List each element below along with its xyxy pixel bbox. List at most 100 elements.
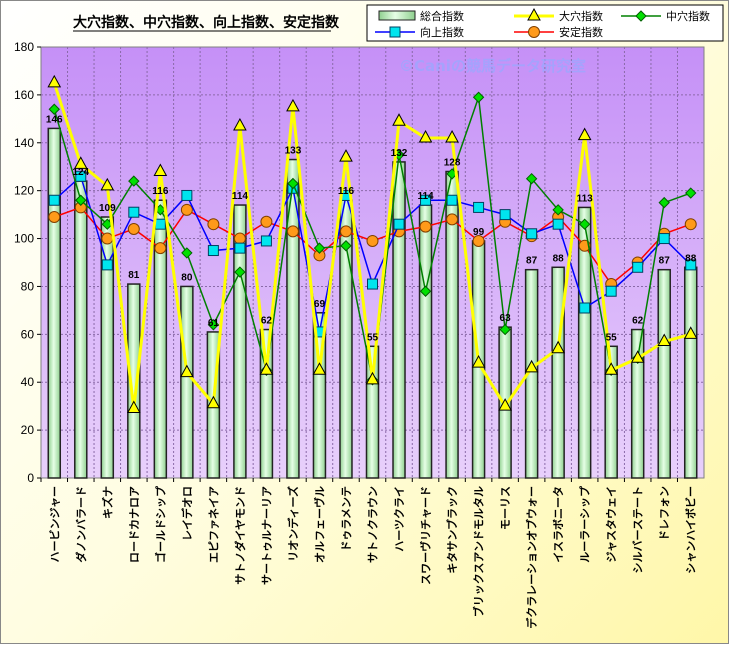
series-kojo: [48, 170, 697, 338]
point-oana: [524, 359, 539, 373]
bar-value-label: 88: [553, 253, 565, 264]
bar-value-label: 62: [632, 316, 644, 327]
bar-value-label: 128: [444, 158, 461, 169]
point-oana: [259, 362, 274, 375]
x-tick-label: オルフェーヴル: [312, 486, 326, 563]
y-tick-label: 60: [21, 327, 35, 341]
point-kojo: [128, 206, 140, 218]
bar-value-label: 87: [659, 256, 671, 267]
x-tick-label: キズナ: [100, 486, 114, 519]
point-oana: [630, 350, 645, 363]
point-kojo: [499, 209, 511, 221]
point-kojo: [420, 194, 432, 206]
x-tick-label: ハーツクライ: [393, 486, 406, 552]
x-tick-label: レイデオロ: [180, 486, 194, 541]
point-kojo: [446, 194, 458, 206]
point-chuana: [552, 204, 564, 216]
point-chuana: [75, 194, 87, 206]
legend-label-oana: 大穴指数: [559, 9, 603, 23]
point-antei: [472, 234, 485, 247]
point-kojo: [393, 218, 405, 230]
point-oana: [180, 364, 194, 378]
point-antei: [419, 220, 432, 233]
y-tick-label: 180: [14, 40, 34, 54]
point-oana: [498, 398, 512, 411]
bar-value-label: 88: [685, 253, 697, 264]
bar-value-label: 132: [391, 148, 408, 159]
bar-sogo: [180, 285, 194, 479]
x-tick-label: サトノクラウン: [367, 486, 380, 563]
point-chuana: [340, 240, 352, 252]
point-oana: [339, 149, 353, 162]
bar-value-label: 116: [152, 186, 169, 197]
bar-sogo: [100, 216, 115, 479]
y-tick-label: 80: [21, 279, 35, 293]
x-tick-label: シャンハイボビー: [684, 486, 698, 574]
point-chuana: [685, 187, 697, 199]
legend-marker-antei: [528, 26, 540, 38]
point-oana: [73, 156, 88, 169]
point-oana: [551, 340, 565, 354]
bar-value-label: 63: [500, 313, 512, 324]
y-tick-label: 0: [27, 471, 34, 485]
point-kojo: [101, 259, 113, 271]
y-tick-label: 100: [14, 232, 34, 246]
point-kojo: [685, 259, 697, 271]
point-oana: [153, 163, 168, 177]
x-tick-label: ダノンバラード: [74, 486, 88, 563]
x-tick-label: ゴールドシップ: [153, 485, 167, 563]
bar-value-label: 109: [99, 203, 116, 214]
point-kojo: [181, 189, 193, 201]
point-antei: [207, 218, 220, 231]
series-oana: [47, 74, 698, 414]
point-chuana: [207, 319, 220, 331]
x-tick-label: サートゥルナーリア: [260, 486, 273, 585]
point-oana: [365, 371, 380, 385]
point-antei: [684, 218, 697, 231]
point-kojo: [552, 218, 564, 230]
bar-value-label: 133: [285, 146, 302, 157]
bar-value-label: 114: [232, 191, 249, 202]
point-chuana: [313, 242, 326, 254]
x-tick-label: ルーラーシップ: [578, 485, 592, 563]
point-chuana: [234, 266, 246, 278]
bar-sogo: [392, 161, 406, 479]
point-kojo: [579, 302, 591, 314]
point-kojo: [605, 285, 617, 297]
point-antei: [366, 234, 379, 247]
point-oana: [657, 333, 672, 347]
point-antei: [286, 225, 299, 238]
x-tick-label: エピファネイア: [207, 486, 220, 563]
bar-value-label: 113: [577, 193, 594, 204]
x-tick-label: ハービンジャー: [47, 486, 61, 562]
point-kojo: [473, 201, 485, 213]
bar-sogo: [47, 127, 62, 479]
bar-value-label: 124: [72, 167, 89, 178]
point-kojo: [207, 245, 219, 257]
x-tick-label: スワーヴリチャード: [419, 486, 433, 585]
bar-sogo: [657, 268, 671, 479]
watermark: ©Caniの競馬データ研究室: [399, 57, 586, 75]
point-antei: [101, 232, 114, 245]
point-chuana: [48, 103, 60, 115]
bar-value-label: 114: [417, 191, 434, 202]
legend-label-antei: 安定指数: [559, 25, 603, 39]
bar-value-label: 61: [208, 318, 220, 329]
bar-sogo: [524, 268, 539, 479]
x-tick-label: リオンディーズ: [286, 486, 300, 562]
x-tick-label: サトノダイヤモンド: [233, 486, 247, 585]
point-chuana: [128, 175, 140, 187]
point-kojo: [526, 228, 538, 240]
point-antei: [154, 242, 167, 255]
bar-value-label: 81: [128, 270, 140, 281]
bar-sogo: [153, 199, 168, 479]
point-oana: [392, 113, 406, 126]
point-oana: [445, 129, 459, 143]
bar-value-label: 116: [338, 186, 355, 197]
point-oana: [100, 177, 115, 191]
x-tick-label: デクラレーションオブウォー: [525, 486, 539, 629]
y-tick-label: 20: [21, 423, 35, 437]
